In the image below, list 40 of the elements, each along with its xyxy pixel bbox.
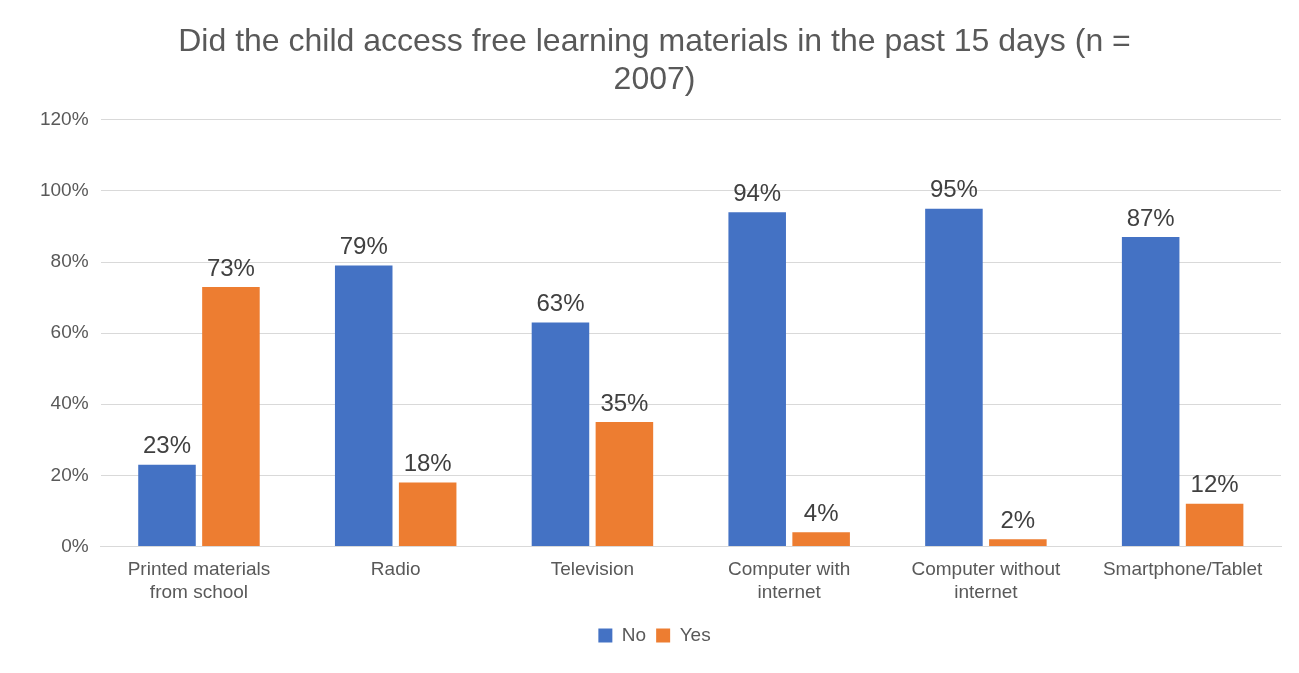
- y-tick-label: 80%: [50, 250, 89, 272]
- x-tick-label: Computer with internet: [727, 558, 851, 602]
- bar: [1121, 237, 1180, 546]
- data-label: 94%: [733, 178, 782, 206]
- bar: [334, 265, 393, 546]
- data-label: 87%: [1126, 203, 1175, 231]
- legend-label: Yes: [679, 623, 711, 645]
- data-label: 2%: [1000, 505, 1036, 533]
- y-tick-label: 0%: [61, 534, 89, 556]
- y-tick-label: 20%: [50, 463, 89, 485]
- legend-label: No: [621, 623, 647, 645]
- bar: [989, 539, 1047, 546]
- bar: [138, 464, 196, 546]
- data-label: 23%: [142, 431, 192, 459]
- data-label: 4%: [803, 498, 839, 526]
- bar: [925, 208, 983, 546]
- data-label: 35%: [600, 388, 649, 416]
- data-label: 95%: [929, 175, 978, 203]
- y-tick-label: 40%: [50, 392, 89, 414]
- x-tick-label: Computer without internet: [911, 558, 1062, 602]
- bar: [1185, 503, 1244, 546]
- bar: [531, 322, 590, 546]
- data-label: 79%: [339, 232, 388, 260]
- y-tick-label: 100%: [39, 179, 89, 201]
- x-tick-label: Smartphone/Tablet: [1102, 558, 1264, 580]
- bar: [398, 482, 457, 546]
- chart-title: Did the child access free learning materials in the past 15 days (n = 2007): [178, 22, 1131, 97]
- data-label: 73%: [206, 253, 255, 281]
- bar: [595, 421, 654, 546]
- bar: [792, 532, 850, 546]
- x-tick-label: Television: [550, 558, 635, 580]
- data-label: 63%: [536, 289, 585, 317]
- x-tick-label: Printed materials from school: [127, 558, 271, 602]
- bar: [728, 212, 786, 546]
- y-tick-label: 60%: [50, 321, 89, 343]
- data-label: 12%: [1190, 470, 1239, 498]
- bar: [202, 286, 260, 546]
- y-tick-label: 120%: [39, 108, 89, 130]
- data-label: 18%: [403, 449, 452, 477]
- x-tick-label: Radio: [370, 558, 421, 580]
